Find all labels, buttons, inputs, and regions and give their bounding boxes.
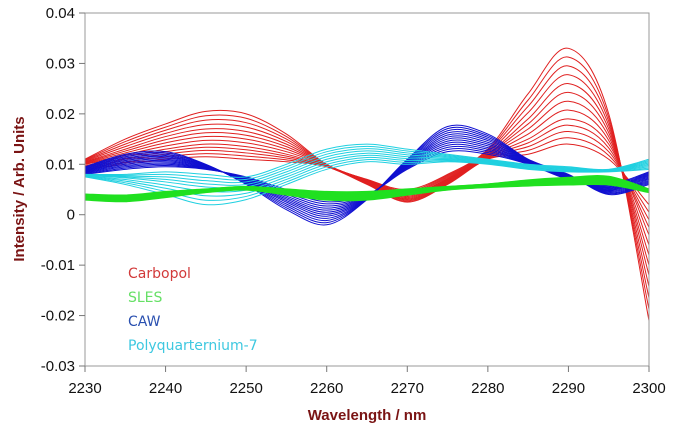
- series-line: [84, 124, 650, 228]
- legend: Carbopol SLES CAW Polyquarternium-7: [128, 266, 258, 354]
- legend-sles: SLES: [128, 290, 163, 306]
- y-tick-label: 0.01: [46, 156, 75, 173]
- series-line: [84, 56, 650, 310]
- y-tick-label: -0.03: [41, 358, 75, 375]
- series-line: [84, 152, 650, 189]
- series-line: [84, 145, 650, 181]
- series-sles: [84, 175, 650, 203]
- x-tick-label: 2300: [632, 380, 665, 397]
- curves-layer: [84, 47, 650, 321]
- x-tick-label: 2230: [68, 380, 101, 397]
- x-tick-label: 2290: [552, 380, 585, 397]
- ticks-layer: 2230 2240 2250 2260 2270 2280 2290 2300 -0.03 -0.…: [41, 5, 666, 397]
- series-line: [84, 118, 650, 236]
- series-line: [84, 131, 650, 221]
- legend-carbopol: Carbopol: [128, 266, 191, 282]
- x-tick-label: 2260: [310, 380, 343, 397]
- series-line: [84, 182, 650, 203]
- y-tick-label: -0.02: [41, 308, 75, 325]
- y-tick-label: 0.04: [46, 5, 75, 22]
- y-tick-label: 0: [67, 207, 75, 224]
- y-tick-label: -0.01: [41, 257, 75, 274]
- plot-frame: [84, 12, 650, 367]
- x-tick-label: 2280: [471, 380, 504, 397]
- series-line: [84, 154, 650, 193]
- series-line: [84, 47, 650, 321]
- legend-polyquarternium-7: Polyquarternium-7: [128, 338, 258, 354]
- x-axis-title: Wavelength / nm: [308, 407, 427, 424]
- x-tick-label: 2250: [229, 380, 262, 397]
- y-axis-title: Intensity / Arb. Units: [11, 116, 28, 261]
- series-line: [84, 148, 650, 184]
- series-line: [84, 143, 650, 178]
- series-line: [84, 150, 650, 186]
- y-tick-label: 0.03: [46, 55, 75, 72]
- series-line: [84, 161, 650, 206]
- x-tick-label: 2270: [391, 380, 424, 397]
- x-tick-label: 2240: [149, 380, 182, 397]
- legend-caw: CAW: [128, 314, 161, 330]
- y-tick-label: 0.02: [46, 106, 75, 123]
- series-polyquarternium-7: [84, 143, 650, 206]
